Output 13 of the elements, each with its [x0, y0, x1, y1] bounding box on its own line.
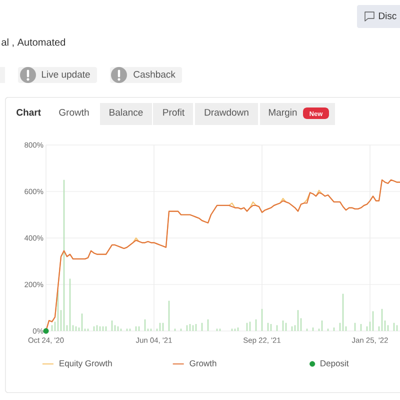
text: Disc: [378, 12, 396, 20]
text: Live update: [42, 70, 90, 80]
text: Growth: [59, 108, 89, 116]
text: Cashback: [134, 70, 176, 78]
legend-label: Growth: [190, 360, 216, 366]
legend-label: Deposit: [320, 360, 349, 368]
legend-label: Equity Growth: [60, 360, 112, 368]
text: Chart: [16, 108, 41, 116]
text: al , Automated: [2, 38, 66, 47]
text: Profit: [163, 108, 185, 116]
text: Drawdown: [204, 108, 248, 116]
text: Balance: [110, 108, 143, 116]
text: Margin: [268, 108, 297, 118]
